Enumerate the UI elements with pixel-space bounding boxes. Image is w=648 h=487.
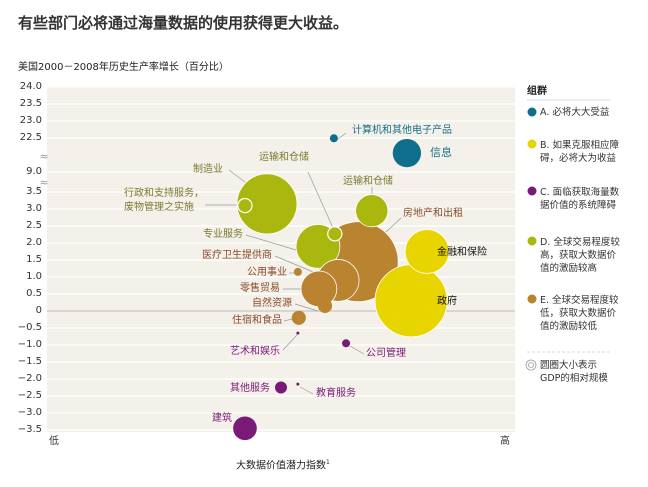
- leader-line: [299, 386, 314, 395]
- y-tick-label: 3.0: [26, 203, 42, 214]
- legend-item-c: C. 面临获取海量数据价值的系统障碍: [540, 187, 620, 211]
- label-arts: 艺术和娱乐: [230, 346, 280, 357]
- label-education: 教育服务: [316, 388, 356, 399]
- y-axis-label: 美国2000－2008年历史生产率增长（百分比）: [18, 62, 229, 73]
- y-tick-label: 23.0: [19, 115, 42, 126]
- label-retail: 零售贸易: [240, 283, 280, 294]
- legend-item-e: E. 全球交易程度较低，获取大数据价值的激励较低: [540, 295, 619, 332]
- bubble-e: [300, 270, 338, 308]
- y-tick-label: 1.5: [26, 254, 42, 265]
- y-tick-label: −1.0: [17, 339, 42, 350]
- label-construction: 建筑: [212, 413, 232, 424]
- label-transport-left: 运输和仓储: [259, 152, 309, 163]
- y-tick-label: 0: [35, 305, 42, 316]
- size-legend-inner-icon: [528, 362, 534, 368]
- legend-marker-d: [527, 236, 537, 246]
- label-healthcare: 医疗卫生提供商: [202, 250, 272, 261]
- label-natural-resources: 自然资源: [252, 298, 292, 309]
- label-other-services: 其他服务: [230, 383, 270, 394]
- y-tick-label: 0.5: [26, 288, 42, 299]
- label-admin-support: 行政和支持服务，废物管理之实施: [124, 188, 204, 213]
- leader-line: [282, 334, 298, 351]
- bubble-c: [233, 416, 257, 441]
- y-tick-label: 9.0: [26, 166, 42, 177]
- x-low-label: 低: [49, 436, 59, 447]
- bubble-a: [329, 134, 338, 143]
- legend-title: 组群: [527, 86, 547, 97]
- bubble-e: [317, 298, 333, 313]
- y-tick-label: −0.5: [17, 322, 42, 333]
- bubble-c: [296, 331, 300, 335]
- leader-line: [307, 171, 334, 229]
- y-tick-label: −3.5: [17, 424, 42, 435]
- leader-line: [294, 303, 319, 312]
- y-tick-label: 1.0: [26, 271, 42, 282]
- y-tick-label: −3.0: [17, 407, 42, 418]
- legend-item-a: A. 必将大大受益: [540, 107, 610, 118]
- y-tick-label: 3.5: [26, 186, 42, 197]
- bubble-c: [275, 381, 287, 394]
- leader-line: [337, 132, 347, 140]
- legend-marker-a: [527, 107, 537, 117]
- leader-line: [349, 345, 365, 355]
- legend-marker-e: [527, 294, 537, 304]
- label-computers: 计算机和其他电子产品: [352, 125, 452, 136]
- legend-marker-b: [527, 139, 537, 149]
- y-tick-label: −2.0: [17, 373, 42, 384]
- bubble-b: [404, 229, 450, 274]
- label-real-estate: 房地产和出租: [403, 208, 463, 219]
- size-legend-outer-icon: [525, 359, 537, 371]
- bubble-d: [355, 194, 389, 228]
- axis-break-icon: ≈: [39, 176, 48, 189]
- y-tick-label: −2.5: [17, 390, 42, 401]
- bubble-e: [293, 267, 302, 276]
- x-axis-label: 大数据价值潜力指数1: [236, 457, 330, 472]
- label-utilities: 公用事业: [247, 267, 287, 278]
- y-tick-label: −1.5: [17, 356, 42, 367]
- chart-title: 有些部门必将通过海量数据的使用获得更大收益。: [18, 14, 349, 32]
- label-transport-upper: 运输和仓储: [343, 176, 393, 187]
- bubble-c: [296, 382, 300, 386]
- label-manufacturing: 制造业: [193, 164, 223, 175]
- y-tick-label: 23.5: [19, 98, 42, 109]
- y-tick-label: 24.0: [19, 81, 42, 92]
- bubble-c: [342, 339, 351, 348]
- leader-line: [245, 234, 297, 251]
- label-accommodation: 住宿和食品: [232, 315, 282, 326]
- leader-line: [283, 318, 293, 322]
- legend-marker-c: [527, 186, 537, 196]
- x-high-label: 高: [500, 436, 510, 447]
- bubble-d: [327, 226, 343, 242]
- legend-size-note: 圆圈大小表示GDP的相对规模: [540, 360, 608, 384]
- label-management: 公司管理: [366, 348, 406, 359]
- x-axis-label-text: 大数据价值潜力指数: [236, 460, 326, 472]
- y-tick-label: 2.0: [26, 237, 42, 248]
- leader-line: [385, 217, 402, 233]
- legend-item-d: D. 全球交易程度较高，获取大数据价值的激励较高: [540, 237, 620, 274]
- label-professional-services: 专业服务: [203, 229, 243, 240]
- legend-item-b: B. 如果克服相应障碍，必将大为收益: [540, 140, 620, 164]
- y-tick-label: 2.5: [26, 220, 42, 231]
- label-finance: 金融和保险: [437, 247, 487, 258]
- bubble-e: [291, 310, 306, 325]
- axis-break-icon: ≈: [39, 150, 48, 163]
- leader-line: [274, 255, 319, 275]
- y-tick-label: 22.5: [19, 132, 42, 143]
- footnote-marker: 1: [326, 459, 330, 466]
- bubble-d: [236, 173, 298, 235]
- bubble-d: [237, 197, 253, 214]
- bubble-a: [392, 138, 422, 168]
- label-government: 政府: [437, 296, 457, 307]
- label-information: 信息: [430, 146, 452, 159]
